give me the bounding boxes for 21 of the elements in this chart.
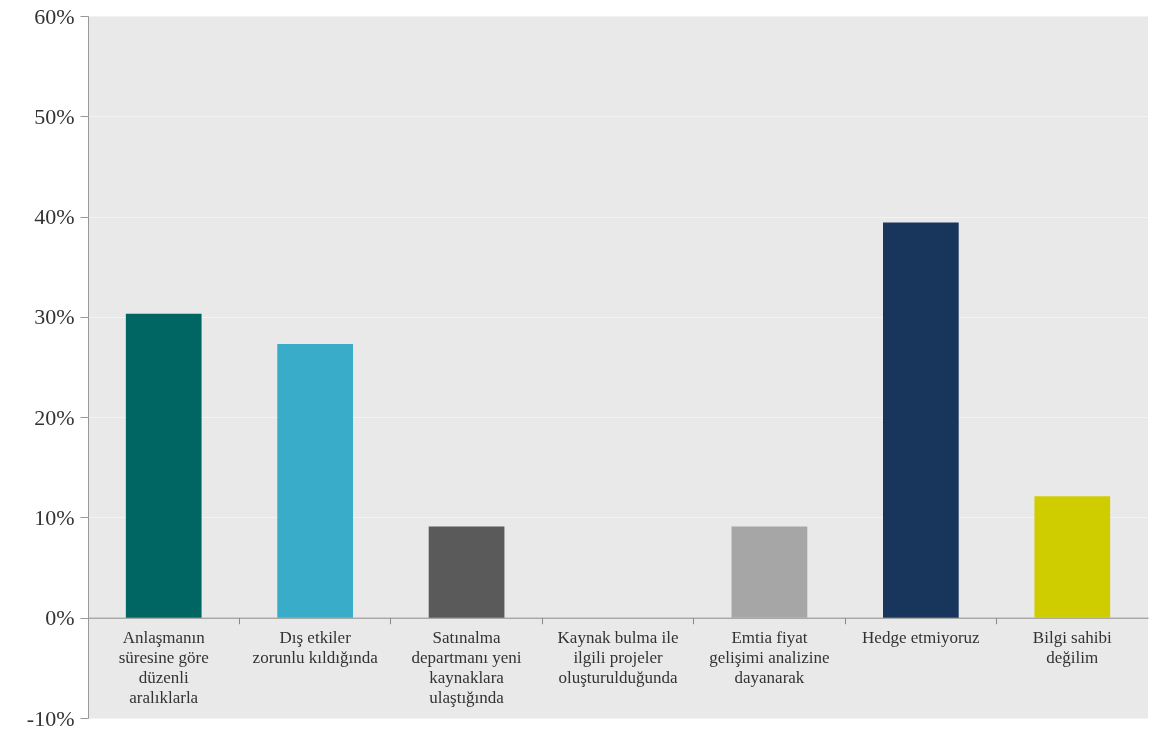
bar [277,343,353,618]
x-tick-label: Anlaşmanın süresine göre düzenli aralıklarla [118,628,209,708]
bar [125,313,202,618]
y-tick-label: 0% [45,605,75,631]
y-tick-label: 10% [34,504,75,530]
x-tick-label: Hedge etmiyoruz [862,628,981,648]
y-tick-label: 40% [34,204,75,230]
x-tick-label: Satınalma departmanı yeni kaynaklara ulaştığında [411,628,522,708]
y-tick-label: 50% [34,103,75,129]
y-tick-label: 20% [34,404,75,430]
bar [731,526,808,618]
x-tick-label: Bilgi sahibi değilim [1032,628,1112,668]
y-tick-label: 30% [34,304,75,330]
bar [1034,496,1111,618]
x-tick-label: Emtia fiyat gelişimi analizine dayanarak [709,628,830,688]
bar [428,526,505,618]
y-tick-label: 60% [34,3,75,29]
bar [883,222,959,618]
x-tick-label: Kaynak bulma ile ilgili projeler oluşturulduğunda [557,628,679,688]
y-tick-label: -10% [26,705,75,731]
x-tick-label: Dış etkiler zorunlu kıldığında [252,628,379,668]
